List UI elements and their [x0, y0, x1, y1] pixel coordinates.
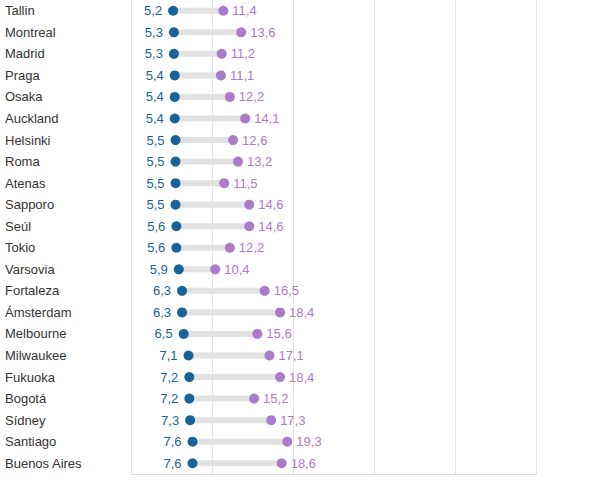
svg-text:Sídney: Sídney [5, 413, 46, 428]
svg-text:5,2: 5,2 [144, 3, 162, 18]
svg-text:6,5: 6,5 [155, 326, 173, 341]
svg-text:11,5: 11,5 [233, 176, 257, 191]
svg-text:Varsovia: Varsovia [5, 262, 55, 277]
svg-text:Osaka: Osaka [5, 89, 43, 104]
svg-text:Auckland: Auckland [5, 111, 58, 126]
svg-text:Madrid: Madrid [5, 46, 45, 61]
svg-text:11,4: 11,4 [232, 3, 256, 18]
svg-text:Fukuoka: Fukuoka [5, 370, 56, 385]
svg-text:7,6: 7,6 [163, 434, 181, 449]
svg-text:Santiago: Santiago [5, 434, 56, 449]
svg-text:5,9: 5,9 [150, 262, 168, 277]
svg-text:Tallin: Tallin [5, 3, 35, 18]
svg-text:11,2: 11,2 [231, 46, 255, 61]
svg-text:13,2: 13,2 [247, 154, 272, 169]
svg-text:5,6: 5,6 [147, 240, 165, 255]
svg-text:11,1: 11,1 [230, 68, 254, 83]
svg-text:Buenos Aires: Buenos Aires [5, 456, 82, 471]
svg-text:Montreal: Montreal [5, 25, 56, 40]
svg-text:Melbourne: Melbourne [5, 326, 66, 341]
svg-text:5,4: 5,4 [146, 68, 164, 83]
svg-text:13,6: 13,6 [250, 25, 275, 40]
svg-text:Atenas: Atenas [5, 176, 46, 191]
svg-text:18,6: 18,6 [291, 456, 316, 471]
svg-text:Bogotá: Bogotá [5, 391, 47, 406]
svg-text:6,3: 6,3 [153, 283, 171, 298]
svg-text:Praga: Praga [5, 68, 40, 83]
svg-text:5,6: 5,6 [147, 219, 165, 234]
svg-text:14,1: 14,1 [254, 111, 279, 126]
svg-text:12,6: 12,6 [242, 133, 267, 148]
svg-text:5,3: 5,3 [145, 25, 163, 40]
svg-text:5,4: 5,4 [146, 111, 164, 126]
svg-text:7,3: 7,3 [161, 413, 179, 428]
svg-text:18,4: 18,4 [289, 370, 314, 385]
svg-text:5,3: 5,3 [145, 46, 163, 61]
svg-text:5,5: 5,5 [146, 176, 164, 191]
svg-text:5,5: 5,5 [146, 133, 164, 148]
svg-text:15,2: 15,2 [263, 391, 288, 406]
svg-text:6,3: 6,3 [153, 305, 171, 320]
svg-text:Seúl: Seúl [5, 219, 31, 234]
svg-text:17,1: 17,1 [279, 348, 304, 363]
svg-text:Milwaukee: Milwaukee [5, 348, 66, 363]
svg-text:Sapporo: Sapporo [5, 197, 54, 212]
svg-text:17,3: 17,3 [280, 413, 305, 428]
svg-text:Helsinki: Helsinki [5, 133, 51, 148]
svg-text:5,5: 5,5 [146, 197, 164, 212]
svg-text:12,2: 12,2 [239, 89, 264, 104]
svg-text:Roma: Roma [5, 154, 40, 169]
svg-text:18,4: 18,4 [289, 305, 314, 320]
svg-text:14,6: 14,6 [258, 219, 283, 234]
svg-text:7,6: 7,6 [163, 456, 181, 471]
svg-text:5,4: 5,4 [146, 89, 164, 104]
svg-text:12,2: 12,2 [239, 240, 264, 255]
svg-text:7,2: 7,2 [160, 370, 178, 385]
svg-text:10,4: 10,4 [224, 262, 249, 277]
svg-text:7,1: 7,1 [159, 348, 177, 363]
svg-text:Tokio: Tokio [5, 240, 35, 255]
svg-text:5,5: 5,5 [146, 154, 164, 169]
svg-text:15,6: 15,6 [266, 326, 291, 341]
svg-text:14,6: 14,6 [258, 197, 283, 212]
svg-text:16,5: 16,5 [274, 283, 299, 298]
svg-text:7,2: 7,2 [160, 391, 178, 406]
svg-text:19,3: 19,3 [296, 434, 321, 449]
svg-text:Ámsterdam: Ámsterdam [5, 305, 71, 320]
svg-text:Fortaleza: Fortaleza [5, 283, 60, 298]
